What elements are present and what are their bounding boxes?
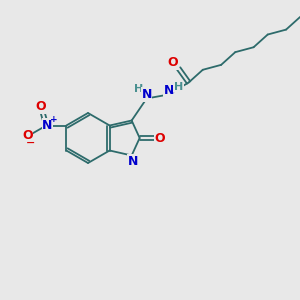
Text: N: N bbox=[142, 88, 152, 101]
Text: H: H bbox=[134, 85, 143, 94]
Text: N: N bbox=[164, 84, 174, 97]
Text: O: O bbox=[22, 129, 33, 142]
Text: H: H bbox=[174, 82, 183, 92]
Text: +: + bbox=[50, 115, 57, 124]
Text: O: O bbox=[167, 56, 178, 69]
Text: N: N bbox=[42, 119, 52, 132]
Text: O: O bbox=[154, 131, 165, 145]
Text: N: N bbox=[128, 155, 138, 168]
Text: O: O bbox=[35, 100, 46, 113]
Text: −: − bbox=[26, 137, 35, 148]
